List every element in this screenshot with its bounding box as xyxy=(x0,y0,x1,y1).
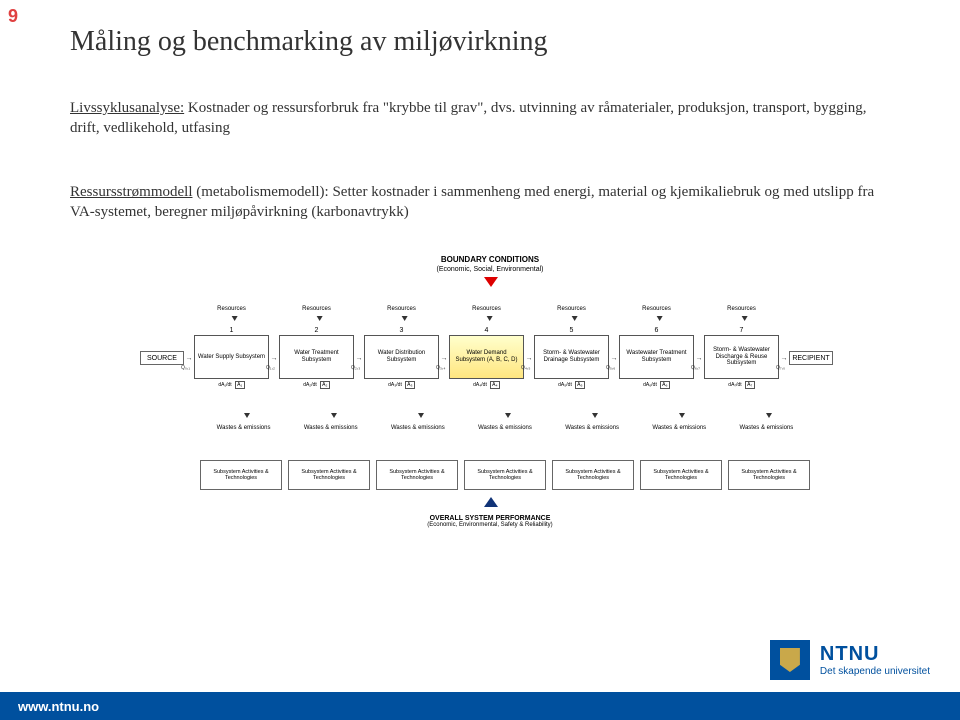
paragraph-resourceflow: Ressursstrømmodell (metabolismemodell): … xyxy=(70,182,890,223)
stage-2: 2Water Treatment SubsystemResourcesdA₂/d… xyxy=(279,327,354,389)
subsystem-row: Subsystem Activities & TechnologiesSubsy… xyxy=(200,460,810,490)
subsystem-box: Subsystem Activities & Technologies xyxy=(640,460,722,490)
ntnu-logo-icon xyxy=(770,640,810,680)
footer-url: www.ntnu.no xyxy=(18,699,99,714)
flow-arrow: Q₄,₅ xyxy=(524,355,534,362)
waste-label: Wastes & emissions xyxy=(461,425,548,431)
subsystem-box: Subsystem Activities & Technologies xyxy=(464,460,546,490)
flow-arrow: Q₂,₃ xyxy=(354,355,364,362)
logo-name: NTNU xyxy=(820,643,930,666)
paragraph-lifecycle: Livssyklusanalyse: Kostnader og ressursf… xyxy=(70,98,890,139)
resourceflow-label: Ressursstrømmodell xyxy=(70,184,193,200)
subsystem-box: Subsystem Activities & Technologies xyxy=(376,460,458,490)
flow-arrow: Q₁,₂ xyxy=(269,355,279,362)
lifecycle-body: Kostnader og ressursforbruk fra "krybbe … xyxy=(70,100,866,136)
ntnu-logo: NTNU Det skapende universitet xyxy=(770,640,930,680)
boundary-conditions: BOUNDARY CONDITIONS (Economic, Social, E… xyxy=(140,255,840,273)
page-number: 9 xyxy=(8,6,18,27)
arrow-up-icon xyxy=(484,497,498,507)
stage-1: 1Water Supply SubsystemResourcesdA₁/dtA₁ xyxy=(194,327,269,389)
flow-arrow: Q₆,₇ xyxy=(694,355,704,362)
system-diagram: BOUNDARY CONDITIONS (Economic, Social, E… xyxy=(140,285,840,605)
subsystem-box: Subsystem Activities & Technologies xyxy=(200,460,282,490)
waste-label: Wastes & emissions xyxy=(200,425,287,431)
stage-6: 6Wastewater Treatment SubsystemResources… xyxy=(619,327,694,389)
page-title: Måling og benchmarking av miljøvirkning xyxy=(70,26,547,58)
waste-label: Wastes & emissions xyxy=(374,425,461,431)
waste-label: Wastes & emissions xyxy=(723,425,810,431)
stage-3: 3Water Distribution SubsystemResourcesdA… xyxy=(364,327,439,389)
flow-chain: SOURCE Q₀,₁1Water Supply SubsystemResour… xyxy=(140,313,840,403)
flow-arrow: Q₇,₀ xyxy=(779,355,789,362)
arrow-down-icon xyxy=(484,277,498,287)
flow-arrow: Q₀,₁ xyxy=(184,355,194,362)
subsystem-box: Subsystem Activities & Technologies xyxy=(288,460,370,490)
flow-arrow: Q₃,₄ xyxy=(439,355,449,362)
wastes-row: Wastes & emissionsWastes & emissionsWast… xyxy=(200,425,810,431)
subsystem-box: Subsystem Activities & Technologies xyxy=(728,460,810,490)
overall-performance: OVERALL SYSTEM PERFORMANCE (Economic, En… xyxy=(140,515,840,528)
waste-label: Wastes & emissions xyxy=(287,425,374,431)
lifecycle-label: Livssyklusanalyse: xyxy=(70,100,184,116)
stage-5: 5Storm- & Wastewater Drainage SubsystemR… xyxy=(534,327,609,389)
stage-4: 4Water Demand Subsystem (A, B, C, D)Reso… xyxy=(449,327,524,389)
flow-arrow: Q₅,₆ xyxy=(609,355,619,362)
source-box: SOURCE xyxy=(140,351,184,365)
stage-7: 7Storm- & Wastewater Discharge & Reuse S… xyxy=(704,327,779,389)
waste-label: Wastes & emissions xyxy=(636,425,723,431)
logo-tagline: Det skapende universitet xyxy=(820,666,930,677)
footer-bar xyxy=(0,692,960,720)
waste-label: Wastes & emissions xyxy=(549,425,636,431)
recipient-box: RECIPIENT xyxy=(789,351,833,365)
subsystem-box: Subsystem Activities & Technologies xyxy=(552,460,634,490)
